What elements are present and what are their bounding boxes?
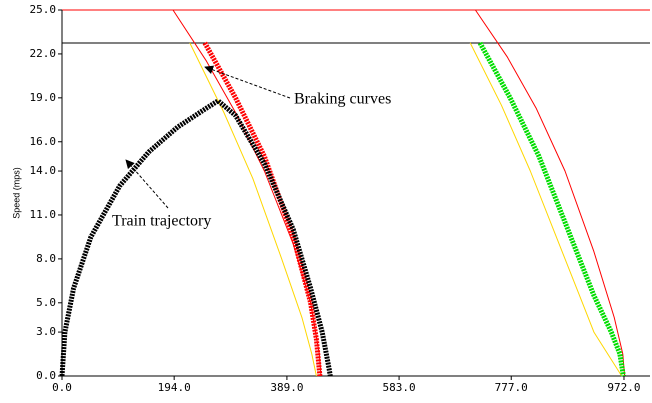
annotation: Braking curves	[294, 91, 391, 108]
annotation-arrow	[125, 159, 169, 209]
series-line	[59, 98, 333, 377]
x-tick-label: 194.0	[158, 381, 191, 394]
y-tick-label: 3.0	[36, 325, 56, 338]
annotation: Train trajectory	[112, 213, 211, 230]
series-line	[477, 41, 626, 377]
y-tick-label: 11.0	[30, 208, 57, 221]
x-tick-label: 583.0	[383, 381, 416, 394]
y-tick-label: 8.0	[36, 252, 56, 265]
y-tick-label: 25.0	[30, 3, 57, 16]
annotation-arrow	[204, 65, 291, 99]
series-line	[189, 42, 317, 377]
y-axis-label: Speed (mps)	[11, 167, 21, 219]
y-tick-label: 5.0	[36, 296, 56, 309]
x-tick-label: 777.0	[495, 381, 528, 394]
x-tick-label: 0.0	[52, 381, 72, 394]
y-tick-label: 19.0	[30, 91, 57, 104]
series-line	[469, 42, 623, 377]
series-line	[474, 9, 626, 377]
y-tick-label: 16.0	[30, 135, 57, 148]
y-tick-label: 22.0	[30, 47, 57, 60]
x-tick-label: 972.0	[607, 381, 640, 394]
x-tick-label: 389.0	[270, 381, 303, 394]
y-tick-label: 0.0	[36, 369, 56, 382]
y-tick-label: 14.0	[30, 164, 57, 177]
